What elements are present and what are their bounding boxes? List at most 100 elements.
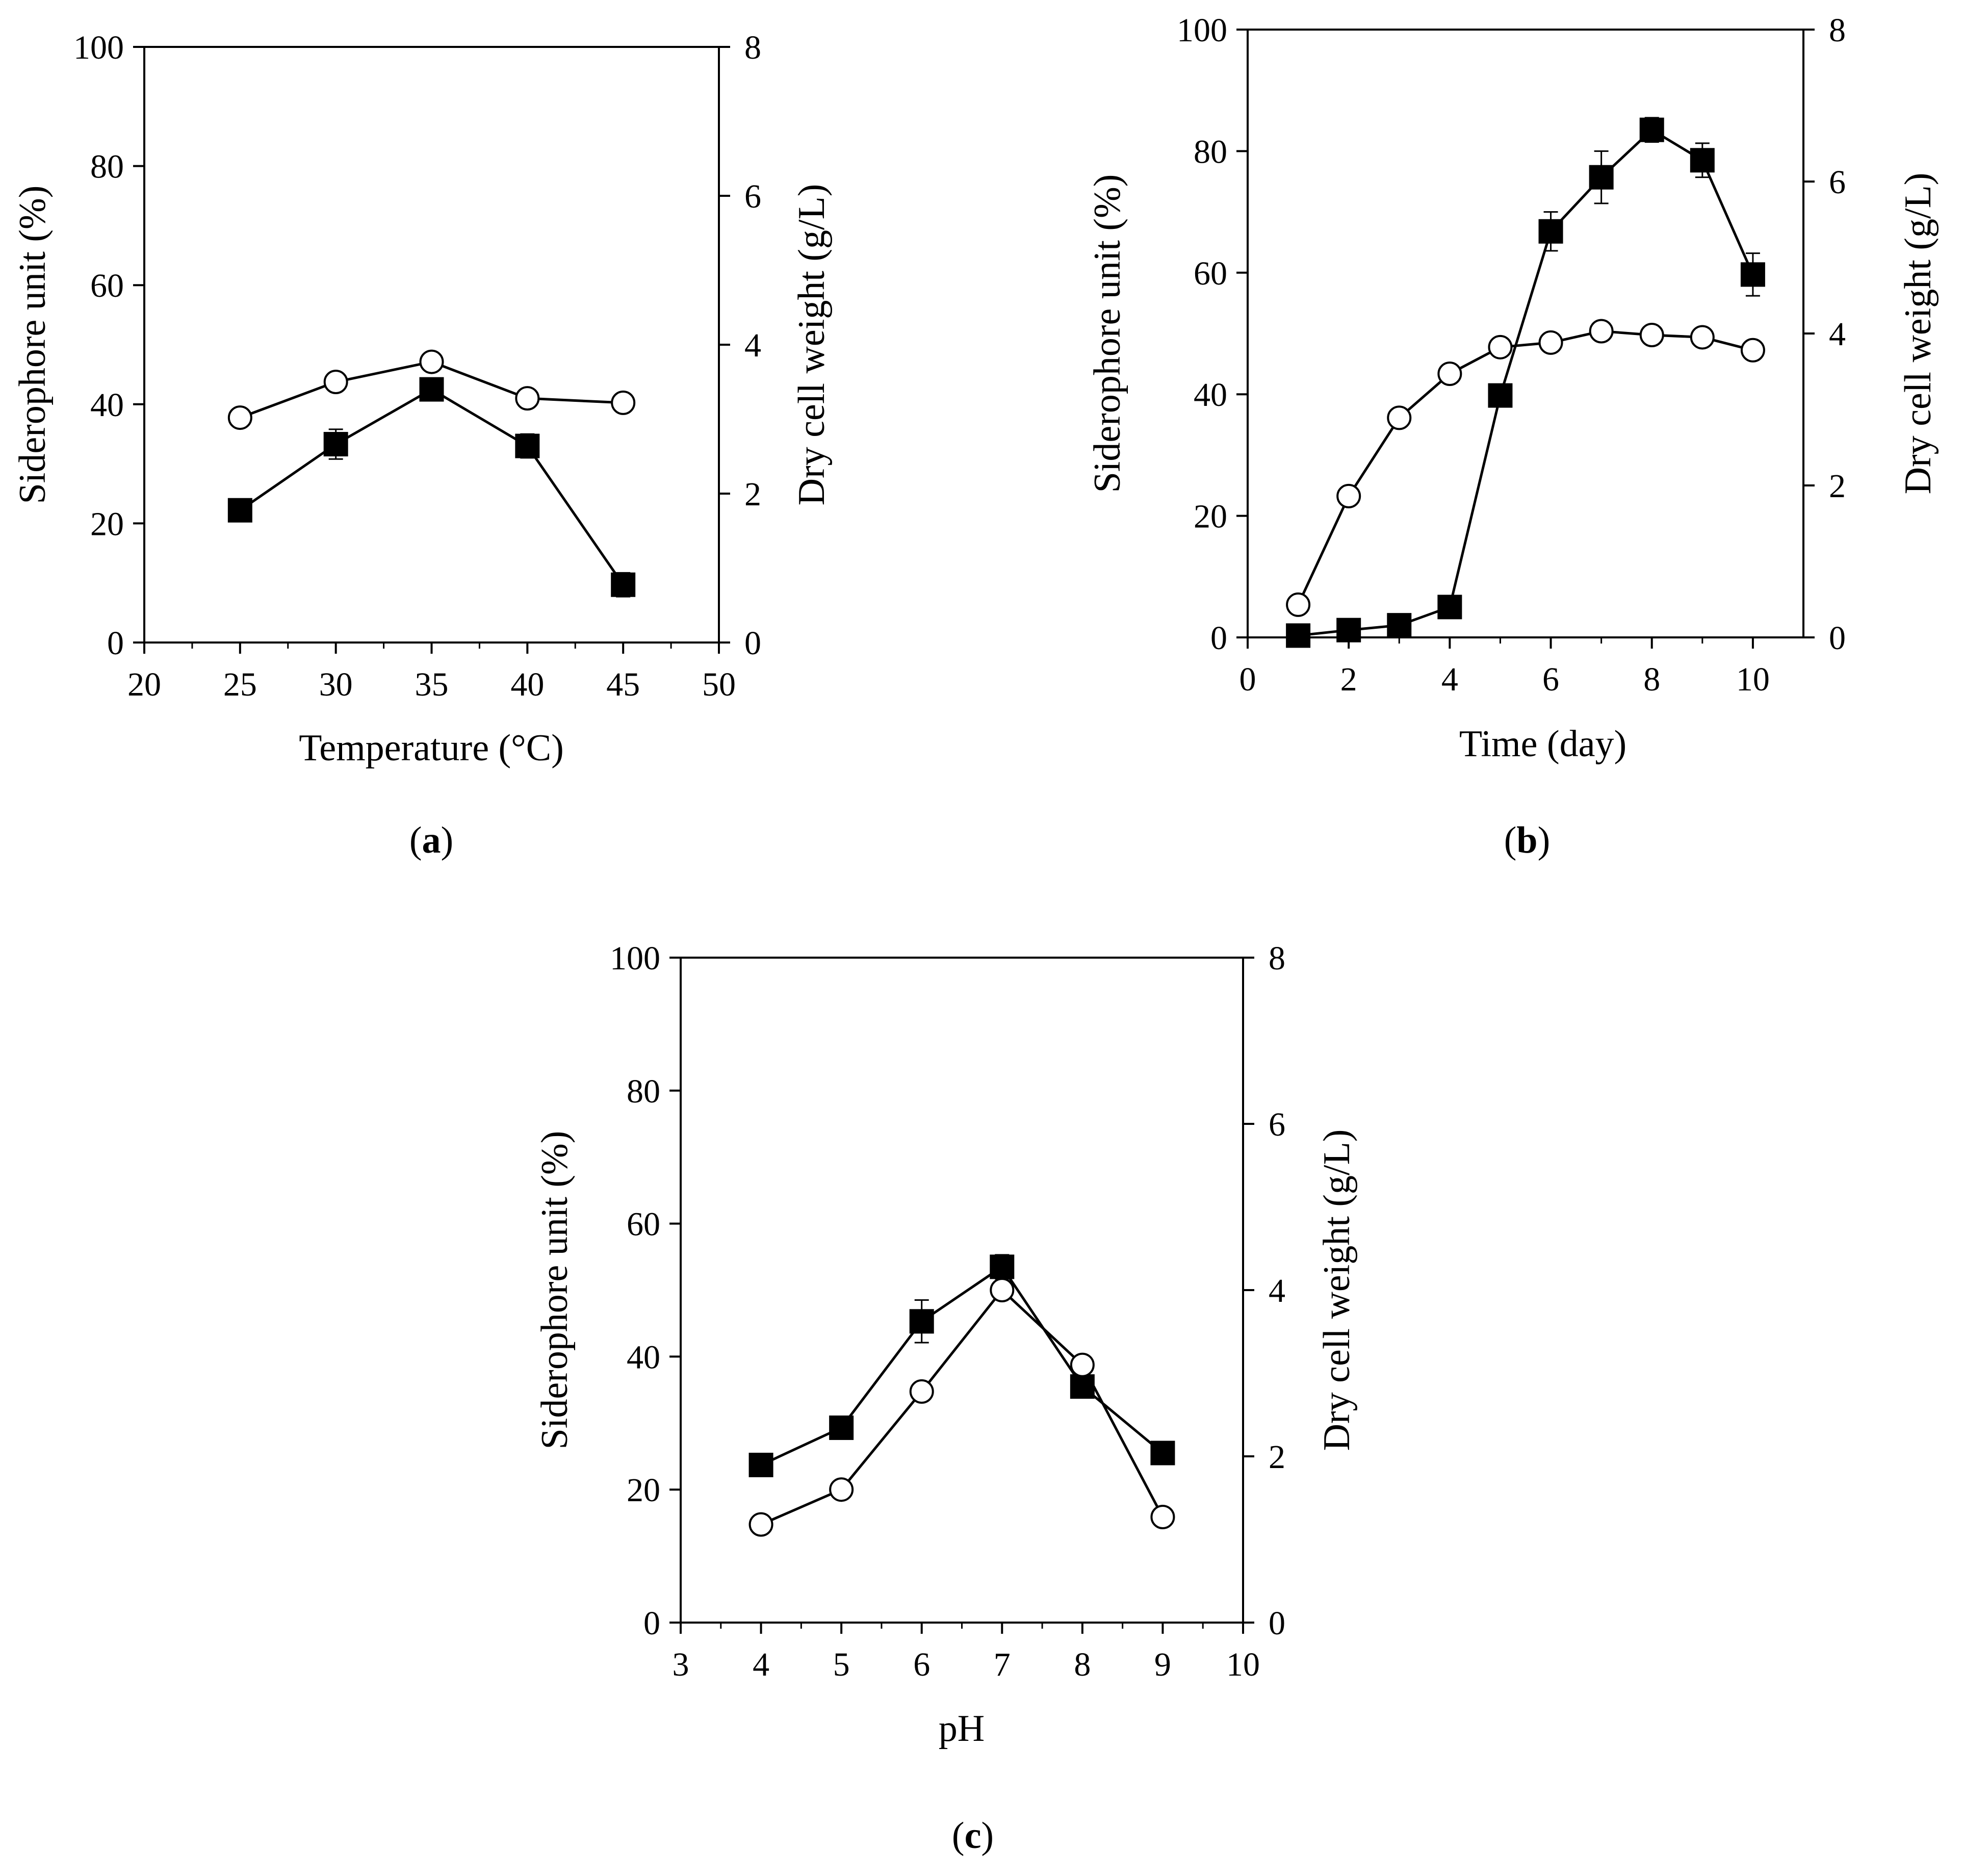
dry-cell-weight-marker (748, 1512, 773, 1537)
y-axis-title: Siderophore unit (%) (534, 1131, 576, 1450)
y2-axis-title: Dry cell weight (g/L) (791, 184, 833, 506)
siderophore-marker (227, 498, 252, 523)
dry-cell-weight-marker (1286, 592, 1311, 617)
siderophore-marker (1150, 1441, 1175, 1466)
x-tick-label: 20 (127, 666, 161, 703)
siderophore-marker (1070, 1374, 1095, 1399)
dry-cell-weight-marker (1639, 322, 1664, 347)
x-tick-label: 30 (319, 666, 353, 703)
dry-cell-weight-marker (990, 1278, 1015, 1302)
dry-cell-weight-marker (1150, 1504, 1175, 1529)
dry-cell-weight-marker (1070, 1352, 1095, 1377)
siderophore-marker (990, 1254, 1015, 1279)
y2-axis-title: Dry cell weight (g/L) (1316, 1129, 1358, 1451)
dry-cell-weight-line (760, 1288, 1164, 1526)
y-tick-label: 40 (90, 387, 124, 424)
series-lines (760, 1265, 1164, 1526)
y2-tick-label: 4 (1829, 316, 1846, 353)
siderophore-marker (1740, 262, 1765, 287)
x-tick-label: 50 (702, 666, 736, 703)
dry-cell-weight-marker (829, 1477, 854, 1502)
x-tick-label: 45 (606, 666, 640, 703)
x-tick-label: 10 (1736, 661, 1770, 698)
dry-cell-weight-marker (515, 386, 540, 411)
siderophore-marker (829, 1415, 854, 1440)
dry-cell-weight-marker (1336, 483, 1361, 508)
y-tick-label: 80 (1194, 133, 1227, 170)
y-tick-label: 0 (643, 1605, 660, 1642)
y-tick-label: 20 (1194, 498, 1227, 535)
y2-tick-label: 2 (1829, 468, 1846, 505)
dry-cell-weight-marker (227, 405, 252, 430)
dry-cell-weight-marker (419, 349, 444, 374)
siderophore-marker (1286, 623, 1311, 648)
y2-tick-label: 4 (744, 327, 761, 364)
panel-letter-text: c (965, 1815, 982, 1857)
y-axis-title: Siderophore unit (%) (12, 186, 54, 504)
y2-tick-label: 6 (1829, 164, 1846, 201)
y-tick-label: 20 (627, 1472, 660, 1509)
series-markers (1286, 117, 1765, 648)
dry-cell-weight-marker (1690, 325, 1715, 350)
y2-tick-label: 8 (1269, 940, 1285, 977)
x-axis-title: pH (939, 1708, 985, 1750)
series-markers (227, 349, 636, 598)
series-lines (1297, 128, 1754, 637)
x-tick-label: 40 (510, 666, 544, 703)
siderophore-marker (611, 572, 636, 597)
x-tick-label: 25 (223, 666, 257, 703)
dry-cell-weight-marker (1589, 319, 1614, 344)
siderophore-marker (1589, 165, 1614, 190)
y2-tick-label: 6 (1269, 1106, 1285, 1143)
y2-tick-label: 0 (1829, 620, 1846, 657)
dry-cell-weight-marker (1538, 330, 1563, 355)
siderophore-marker (1690, 148, 1715, 173)
dry-cell-weight-marker (1488, 335, 1513, 359)
dry-cell-weight-line (1297, 329, 1753, 605)
dry-cell-weight-marker (1437, 361, 1462, 386)
siderophore-marker (1387, 613, 1412, 638)
y2-tick-label: 2 (1269, 1438, 1285, 1476)
series-markers (748, 1254, 1175, 1537)
y-tick-label: 60 (627, 1206, 660, 1243)
x-tick-label: 35 (415, 666, 449, 703)
y2-tick-label: 0 (744, 625, 761, 662)
panel-letter-text: a (422, 819, 441, 861)
y-tick-label: 0 (107, 625, 124, 662)
x-axis-title: Time (day) (1459, 723, 1626, 765)
siderophore-marker (748, 1452, 773, 1477)
y2-tick-label: 6 (744, 178, 761, 215)
panel-label-c: (c) (952, 1815, 994, 1857)
siderophore-line (1298, 128, 1754, 637)
plot-frame (143, 46, 720, 644)
y-tick-label: 100 (610, 940, 660, 977)
siderophore-line (239, 388, 625, 586)
y-tick-label: 20 (90, 505, 124, 543)
y-tick-label: 80 (627, 1073, 660, 1110)
siderophore-marker (909, 1309, 934, 1334)
siderophore-marker (419, 377, 444, 402)
siderophore-marker (1488, 383, 1513, 408)
plot-frame (1247, 29, 1804, 638)
y-tick-label: 0 (1210, 620, 1227, 657)
x-tick-label: 9 (1154, 1646, 1171, 1683)
x-axis-title: Temperature (°C) (299, 727, 564, 769)
x-tick-label: 6 (1542, 661, 1559, 698)
y2-tick-label: 8 (744, 29, 761, 66)
panel-label-a: (a) (409, 819, 453, 861)
y2-tick-label: 8 (1829, 12, 1846, 49)
siderophore-marker (515, 433, 540, 458)
dry-cell-weight-marker (1387, 405, 1412, 430)
x-tick-label: 3 (673, 1646, 689, 1683)
y-tick-label: 80 (90, 148, 124, 186)
x-tick-label: 5 (833, 1646, 850, 1683)
dry-cell-weight-marker (323, 370, 348, 394)
y-tick-label: 60 (90, 267, 124, 304)
siderophore-marker (1336, 618, 1361, 643)
siderophore-marker (1639, 117, 1664, 142)
